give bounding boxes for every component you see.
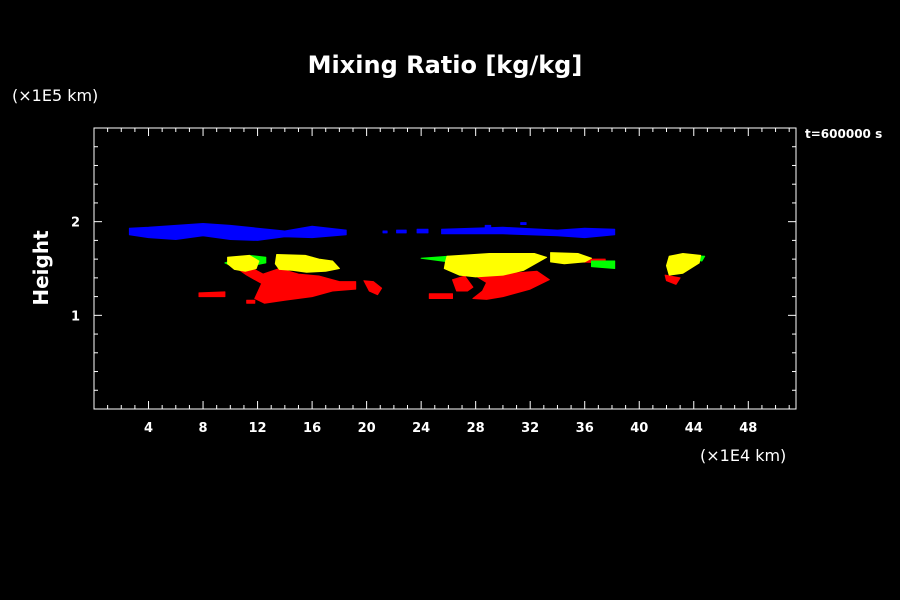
x-tick-label: 28 <box>467 421 485 436</box>
y-axis-label: Height <box>29 230 53 306</box>
yellow-region-22 <box>274 254 340 273</box>
red-region-9 <box>246 299 256 304</box>
x-tick-label: 48 <box>739 421 757 436</box>
x-tick-label: 12 <box>249 421 267 436</box>
y-tick-label: 2 <box>71 216 80 231</box>
yellow-region-21 <box>227 254 260 272</box>
blue-region-1 <box>441 226 616 239</box>
x-tick-label: 24 <box>412 421 430 436</box>
plot-frame <box>93 127 797 410</box>
red-region-8 <box>198 291 226 298</box>
x-tick-labels: 4 8 12 16 20 24 28 32 36 40 44 48 <box>144 421 757 436</box>
blue-region-3 <box>416 228 429 234</box>
blue-region-2 <box>396 229 407 234</box>
blue-region-5 <box>520 222 527 225</box>
x-tick-label: 8 <box>199 421 208 436</box>
x-tick-label: 4 <box>144 421 153 436</box>
yellow-region-25 <box>666 253 702 276</box>
red-region-10 <box>363 280 383 296</box>
x-tick-label: 32 <box>521 421 539 436</box>
x-tick-label: 20 <box>358 421 376 436</box>
yellow-region-23 <box>443 253 548 278</box>
blue-region-4 <box>484 224 492 228</box>
plot-axes <box>93 127 797 410</box>
time-label: t=600000 s <box>805 127 882 141</box>
y-tick-label: 1 <box>71 309 80 324</box>
x-tick-label: 36 <box>576 421 594 436</box>
yellow-region-24 <box>550 252 592 265</box>
mixing-ratio-regions <box>128 222 706 304</box>
red-region-13 <box>472 270 550 300</box>
x-tick-label: 16 <box>303 421 321 436</box>
green-region-19 <box>591 260 616 269</box>
x-unit-label: (×1E4 km) <box>700 446 786 465</box>
chart-title: Mixing Ratio [kg/kg] <box>308 51 583 79</box>
x-tick-label: 40 <box>630 421 648 436</box>
green-region-18 <box>420 255 449 263</box>
red-region-7 <box>236 266 357 304</box>
red-region-11 <box>428 293 453 299</box>
red-region-15 <box>664 274 681 285</box>
y-tick-labels: 12 <box>71 216 80 325</box>
blue-region-0 <box>128 223 347 241</box>
y-unit-label: (×1E5 km) <box>12 86 98 105</box>
x-tick-label: 44 <box>685 421 703 436</box>
blue-region-6 <box>382 230 388 234</box>
red-region-12 <box>452 275 474 292</box>
